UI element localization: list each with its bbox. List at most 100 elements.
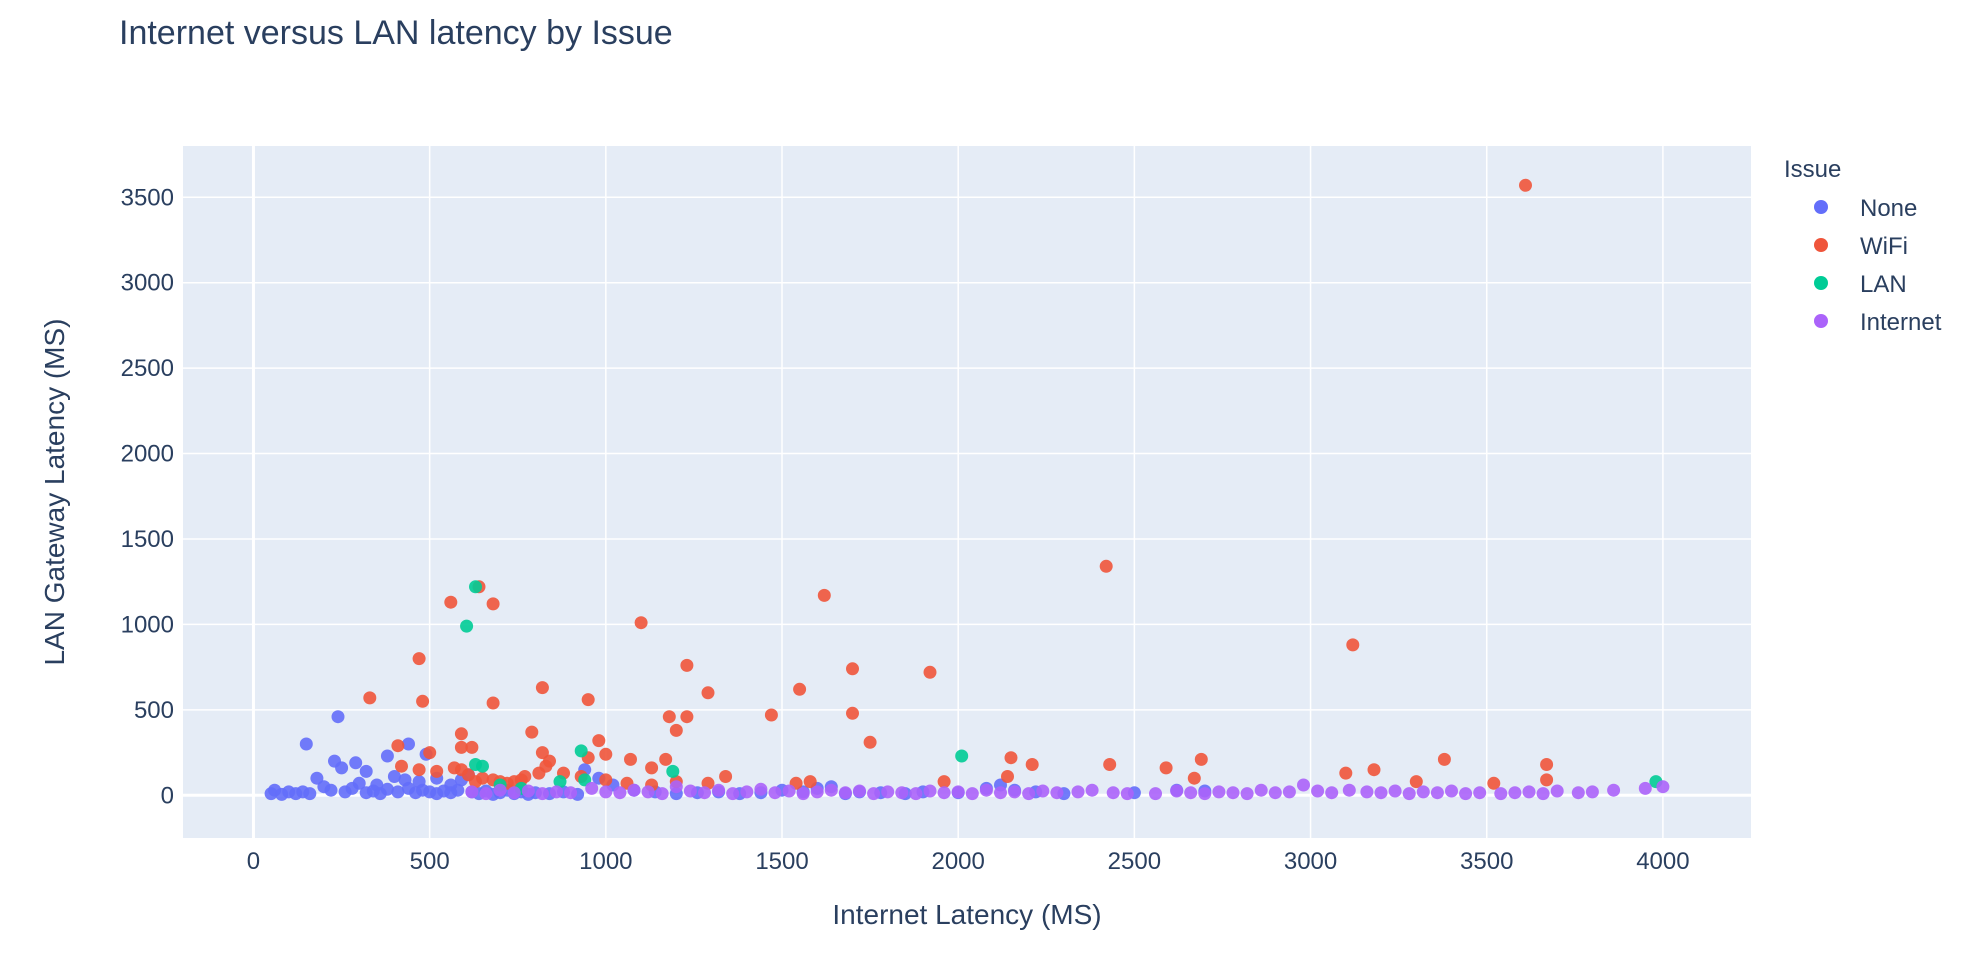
data-point (331, 710, 345, 724)
data-point (740, 785, 754, 799)
data-point (585, 781, 599, 795)
data-point (1170, 784, 1184, 798)
data-point (659, 752, 673, 766)
data-point (937, 786, 951, 800)
legend-marker (1814, 200, 1828, 214)
data-point (599, 773, 613, 787)
data-point (1508, 786, 1522, 800)
legend-item-internet[interactable]: Internet (1814, 309, 1942, 336)
data-point (1522, 785, 1536, 799)
legend-item-lan[interactable]: LAN (1814, 271, 1907, 298)
data-point (599, 747, 613, 761)
data-point (525, 725, 539, 739)
data-point (683, 784, 697, 798)
data-point (863, 735, 877, 749)
data-point (1430, 786, 1444, 800)
y-axis-title: LAN Gateway Latency (MS) (39, 318, 70, 665)
data-point (1149, 787, 1162, 801)
data-point (299, 737, 313, 751)
data-point (701, 686, 715, 700)
y-tick-label: 1000 (121, 611, 174, 638)
data-point (645, 761, 659, 775)
data-point (345, 781, 359, 795)
legend-items: None WiFi LAN Internet (1814, 195, 1942, 336)
data-point (634, 616, 648, 630)
data-point (810, 785, 824, 799)
data-point (476, 759, 489, 773)
data-points (264, 178, 1670, 801)
data-point (951, 785, 965, 799)
data-point (1540, 773, 1554, 787)
data-point (1025, 758, 1039, 771)
data-point (782, 784, 796, 798)
data-point (1004, 751, 1018, 765)
data-point (895, 786, 909, 800)
data-point (824, 783, 838, 797)
data-point (1297, 778, 1310, 792)
data-point (662, 710, 676, 724)
legend-item-wifi[interactable]: WiFi (1814, 233, 1908, 260)
data-point (444, 595, 458, 609)
data-point (454, 727, 468, 741)
data-point (324, 783, 338, 797)
data-point (430, 764, 444, 778)
legend-item-none[interactable]: None (1814, 195, 1917, 222)
data-point (402, 737, 415, 751)
data-point (1550, 784, 1564, 798)
data-point (955, 749, 969, 763)
data-point (817, 588, 831, 602)
data-point (1459, 787, 1473, 801)
data-point (846, 662, 859, 676)
plot-area (183, 146, 1751, 838)
y-tick-label: 0 (161, 782, 174, 809)
data-point (838, 786, 852, 800)
x-tick-label: 2000 (931, 848, 984, 875)
data-point (680, 658, 694, 672)
data-point (1001, 770, 1014, 783)
data-point (1212, 785, 1226, 799)
x-tick-label: 500 (410, 848, 450, 875)
data-point (1311, 784, 1325, 798)
data-point (1487, 776, 1501, 790)
data-point (465, 785, 479, 799)
data-point (624, 752, 637, 766)
legend-marker (1814, 314, 1828, 328)
x-axis-ticks: 0 500 1000 1500 2000 2500 3000 3500 4000 (247, 848, 1690, 875)
data-point (574, 744, 588, 758)
data-point (867, 787, 881, 801)
data-point (447, 761, 461, 775)
data-point (1540, 758, 1554, 771)
chart-title: Internet versus LAN latency by Issue (119, 14, 673, 52)
data-point (965, 787, 979, 801)
data-point (846, 706, 859, 720)
data-point (1416, 785, 1430, 799)
data-point (1585, 785, 1599, 799)
data-point (1103, 758, 1117, 771)
data-point (1402, 787, 1416, 801)
data-point (1240, 787, 1254, 801)
data-point (486, 696, 500, 710)
y-tick-label: 3500 (121, 184, 174, 211)
data-point (550, 785, 563, 799)
y-tick-label: 2000 (121, 441, 174, 468)
data-point (535, 787, 549, 801)
data-point (1187, 771, 1201, 785)
legend-label: None (1860, 195, 1917, 222)
data-point (1339, 766, 1353, 780)
data-point (1571, 786, 1585, 800)
data-point (416, 694, 430, 708)
data-point (564, 786, 578, 800)
data-point (380, 749, 394, 763)
data-point (803, 775, 817, 789)
data-point (754, 782, 768, 796)
data-point (655, 787, 669, 801)
legend-marker (1814, 276, 1828, 290)
data-point (994, 786, 1007, 800)
x-tick-label: 1500 (755, 848, 808, 875)
data-point (479, 787, 493, 801)
data-point (1409, 775, 1423, 789)
data-point (454, 740, 468, 754)
legend-label: LAN (1860, 271, 1907, 298)
data-point (535, 746, 549, 760)
data-point (1159, 761, 1173, 775)
